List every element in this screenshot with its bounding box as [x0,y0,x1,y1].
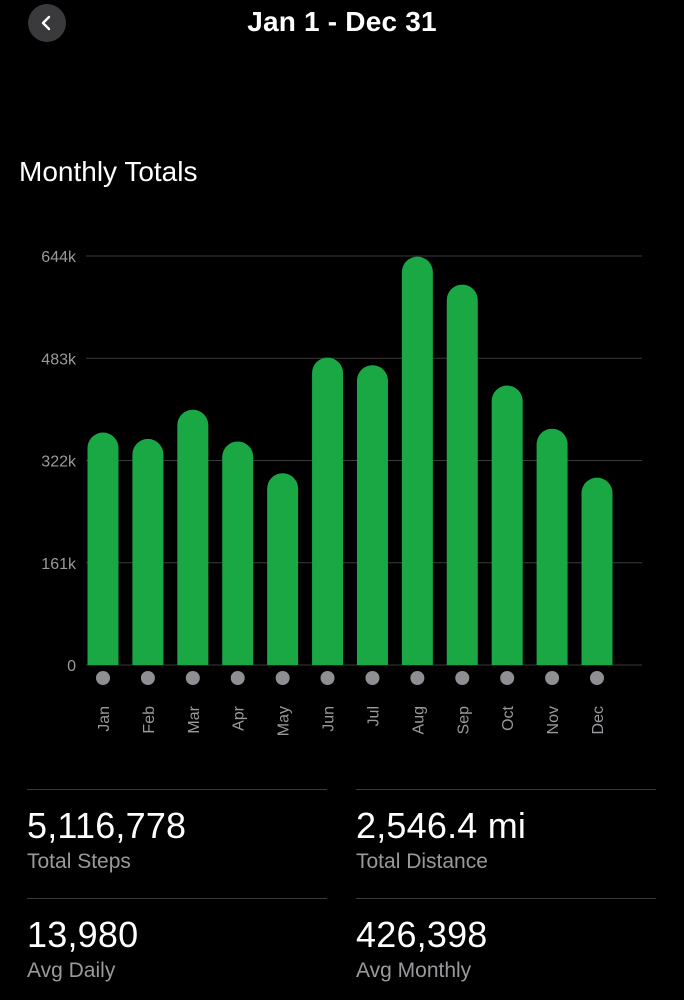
stat-total-distance: 2,546.4 mi Total Distance [356,789,656,874]
stat-avg-monthly: 426,398 Avg Monthly [356,898,656,983]
stat-label: Avg Monthly [356,959,472,982]
month-dot [500,671,515,685]
bar-dec[interactable] [581,477,613,665]
bar-apr[interactable] [222,441,254,665]
bar-aug[interactable] [401,256,433,665]
month-dot [230,671,245,685]
bar-jun[interactable] [312,357,344,665]
stat-avg-daily: 13,980 Avg Daily [27,898,327,983]
section-title: Monthly Totals [19,156,198,187]
month-dot [410,671,425,685]
monthly-totals-chart: 0 161k 322k 483k 644k Jan Feb Mar Apr May Jun Jul Au… [41,249,642,736]
y-tick-label: 644k [41,249,77,266]
month-dot [275,671,290,685]
stat-value: 5,116,778 [27,805,187,846]
bar-oct[interactable] [491,385,523,665]
bar-feb[interactable] [132,438,164,665]
stat-value: 426,398 [356,914,488,955]
x-tick-label: Oct [500,705,517,730]
x-tick-label: Mar [186,705,203,733]
month-dot [590,671,604,685]
stat-label: Total Steps [27,850,131,873]
stat-label: Total Distance [356,850,488,873]
x-tick-label: May [276,706,293,736]
y-tick-label: 483k [41,351,77,368]
month-dot [545,671,560,685]
x-tick-label: Dec [590,706,607,734]
bar-sep[interactable] [446,284,478,665]
stat-value: 13,980 [27,914,139,955]
y-tick-label: 0 [67,658,76,675]
x-tick-label: Jan [96,706,113,732]
bar-mar[interactable] [177,409,209,665]
month-dot [365,671,380,685]
x-tick-label: Apr [231,705,248,731]
x-tick-label: Jun [321,706,338,732]
month-dot [455,671,470,685]
y-tick-label: 161k [41,556,77,573]
x-tick-label: Aug [410,706,427,734]
month-dot [185,671,200,685]
stat-label: Avg Daily [27,959,116,982]
y-tick-label: 322k [41,454,77,471]
x-tick-label: Sep [455,706,472,735]
month-dot [140,671,155,685]
chevron-left-icon [41,15,51,31]
x-tick-label: Feb [141,706,158,734]
bar-nov[interactable] [536,428,568,665]
month-dot [320,671,335,685]
bar-may[interactable] [267,473,299,665]
stat-total-steps: 5,116,778 Total Steps [27,789,327,874]
x-tick-label: Jul [365,706,382,726]
bar-jul[interactable] [356,365,388,665]
x-tick-label: Nov [545,706,562,734]
month-dot [96,671,110,685]
stat-value: 2,546.4 mi [356,805,527,846]
page-title: Jan 1 - Dec 31 [247,6,437,37]
back-button[interactable] [28,4,66,42]
bar-jan[interactable] [87,432,119,665]
